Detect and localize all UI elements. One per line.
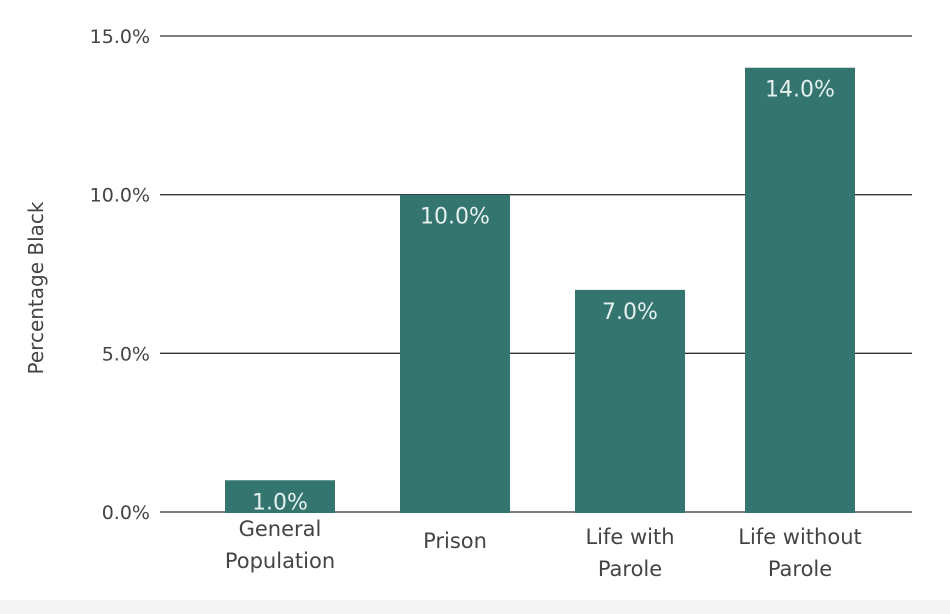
- y-tick-label: 0.0%: [102, 502, 150, 524]
- bottom-strip: [0, 600, 950, 614]
- x-tick-label: Prison: [423, 529, 487, 553]
- y-tick-label: 15.0%: [90, 26, 150, 48]
- data-label: 10.0%: [420, 205, 490, 230]
- data-label: 1.0%: [252, 490, 308, 515]
- bar: [400, 194, 510, 513]
- x-tick-label: General: [239, 517, 322, 541]
- x-tick-label: Population: [225, 549, 335, 573]
- y-tick-label: 5.0%: [102, 343, 150, 365]
- bar: [225, 480, 335, 513]
- x-tick-label: Parole: [598, 557, 662, 581]
- x-tick-label: Life with: [585, 525, 674, 549]
- y-axis-label: Percentage Black: [24, 201, 48, 374]
- y-tick-label: 10.0%: [90, 185, 150, 207]
- bar: [575, 289, 685, 513]
- x-tick-label: Life without: [738, 525, 861, 549]
- data-label: 14.0%: [765, 78, 835, 103]
- bar: [745, 67, 855, 513]
- data-label: 7.0%: [602, 300, 658, 325]
- x-tick-label: Parole: [768, 557, 832, 581]
